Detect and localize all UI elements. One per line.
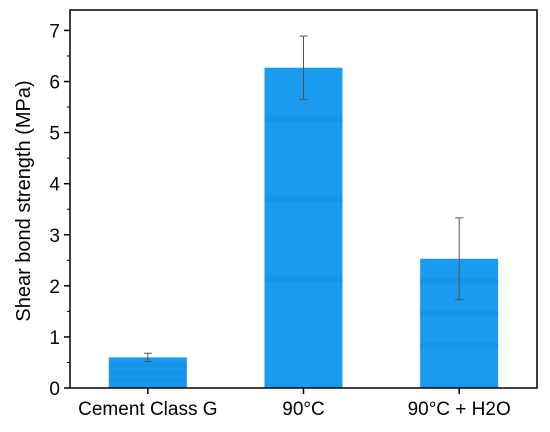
bar-shading (420, 342, 499, 349)
y-tick-label: 2 (49, 277, 60, 298)
error-bars-layer (143, 35, 464, 362)
bar-shading (108, 377, 187, 384)
bar (264, 67, 343, 388)
y-tick-label: 4 (49, 175, 60, 196)
y-axis-title: Shear bond strength (MPa) (13, 80, 35, 321)
x-axis-ticks: Cement Class G 90°C 90°C + H2O (78, 388, 511, 420)
y-tick-label: 5 (49, 124, 60, 145)
y-tick-label: 3 (49, 226, 60, 247)
bars-layer (108, 67, 499, 388)
bar-shading (264, 195, 343, 202)
bar-shading (264, 115, 343, 122)
x-tick-label: Cement Class G (78, 399, 217, 420)
x-tick-label: 90°C + H2O (408, 399, 511, 420)
y-axis-title-group: Shear bond strength (MPa) (13, 80, 35, 321)
bar-shading (108, 369, 187, 376)
y-tick-label: 1 (49, 328, 60, 349)
y-tick-label: 7 (49, 21, 60, 42)
y-tick-label: 0 (49, 379, 60, 400)
bar-shading (108, 361, 187, 368)
y-tick-label: 6 (49, 73, 60, 94)
y-axis-ticks: 0 1 2 3 4 5 6 7 (49, 21, 70, 400)
bar-shading (420, 310, 499, 317)
x-tick-label: 90°C (282, 399, 324, 420)
bar-shading (264, 275, 343, 282)
